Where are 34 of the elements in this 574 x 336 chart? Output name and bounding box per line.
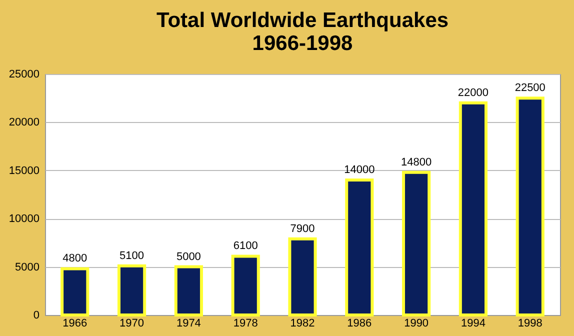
y-tick-label: 15000 bbox=[8, 164, 40, 177]
y-tick-label: 5000 bbox=[15, 261, 40, 274]
x-tick-label: 1994 bbox=[460, 318, 486, 330]
data-label: 14800 bbox=[401, 156, 432, 168]
y-tick-label: 0 bbox=[33, 310, 40, 322]
bar bbox=[231, 254, 260, 316]
data-label: 6100 bbox=[233, 240, 258, 252]
data-label: 4800 bbox=[62, 252, 88, 265]
y-tick-label: 20000 bbox=[8, 116, 40, 129]
x-tick-label: 1986 bbox=[347, 318, 372, 330]
bar bbox=[345, 178, 374, 316]
y-tick-label: 25000 bbox=[8, 68, 40, 80]
bar bbox=[288, 237, 317, 316]
bar bbox=[174, 265, 203, 316]
bar bbox=[117, 264, 146, 316]
bar bbox=[516, 96, 544, 316]
bar bbox=[402, 170, 431, 316]
data-label: 5100 bbox=[120, 250, 144, 262]
bar bbox=[458, 101, 488, 316]
chart-title: Total Worldwide Earthquakes 1966-1998 bbox=[156, 9, 449, 55]
data-label: 22500 bbox=[514, 82, 546, 94]
x-tick-label: 1978 bbox=[233, 318, 258, 330]
x-tick-label: 1974 bbox=[176, 318, 201, 330]
data-label: 7900 bbox=[290, 222, 315, 235]
y-tick-label: 10000 bbox=[8, 213, 40, 226]
x-tick-label: 1982 bbox=[290, 318, 315, 330]
data-label: 14000 bbox=[344, 164, 375, 176]
bar bbox=[60, 267, 90, 316]
data-label: 5000 bbox=[176, 250, 201, 263]
x-tick-label: 1990 bbox=[404, 318, 429, 330]
x-tick-label: 1998 bbox=[518, 318, 542, 330]
x-tick-label: 1970 bbox=[120, 318, 144, 330]
x-tick-label: 1966 bbox=[62, 318, 88, 330]
data-label: 22000 bbox=[458, 86, 489, 99]
